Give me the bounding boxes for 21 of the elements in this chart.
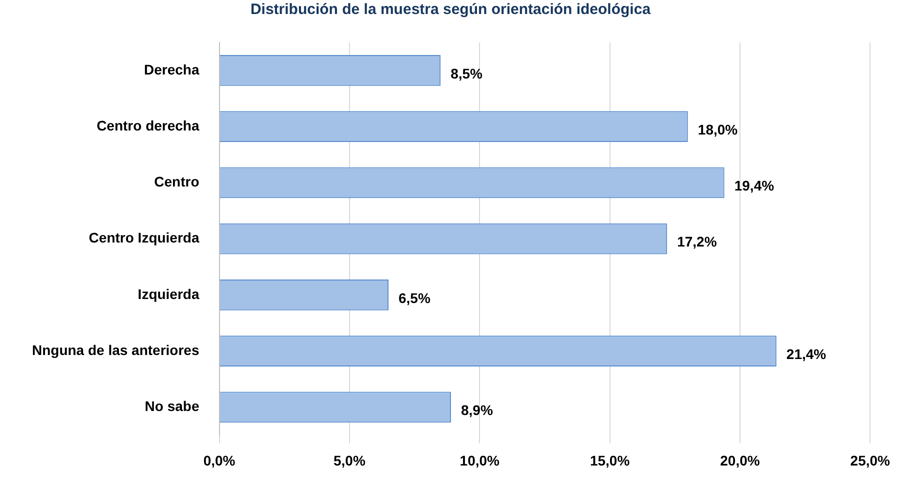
data-label: 21,4% [786, 346, 827, 362]
y-tick-label: Derecha [144, 61, 200, 78]
x-tick-label: 5,0% [333, 452, 366, 468]
x-tick-label: 10,0% [460, 452, 500, 468]
y-tick-label: Centro [154, 174, 200, 190]
data-label: 17,2% [677, 234, 718, 250]
data-label: 8,9% [460, 402, 494, 418]
y-tick-label: Centro Izquierda [88, 230, 200, 246]
data-label: 19,4% [734, 178, 775, 194]
data-label: 8,5% [450, 65, 484, 82]
x-tick-label: 20,0% [720, 452, 760, 468]
y-tick-label: No sabe [144, 398, 200, 414]
data-label: 18,0% [698, 121, 738, 138]
y-tick-label: Nnguna de las anteriores [32, 342, 200, 358]
data-label: 6,5% [398, 290, 431, 306]
y-tick-label: Izquierda [138, 286, 200, 302]
x-tick-label: 15,0% [590, 452, 630, 468]
x-tick-label: 0,0% [203, 452, 236, 468]
chart-title: Distribución de la muestra según orientación ideológica [249, 0, 652, 20]
y-tick-label: Centro derecha [96, 117, 200, 134]
x-tick-label: 25,0% [850, 452, 891, 468]
